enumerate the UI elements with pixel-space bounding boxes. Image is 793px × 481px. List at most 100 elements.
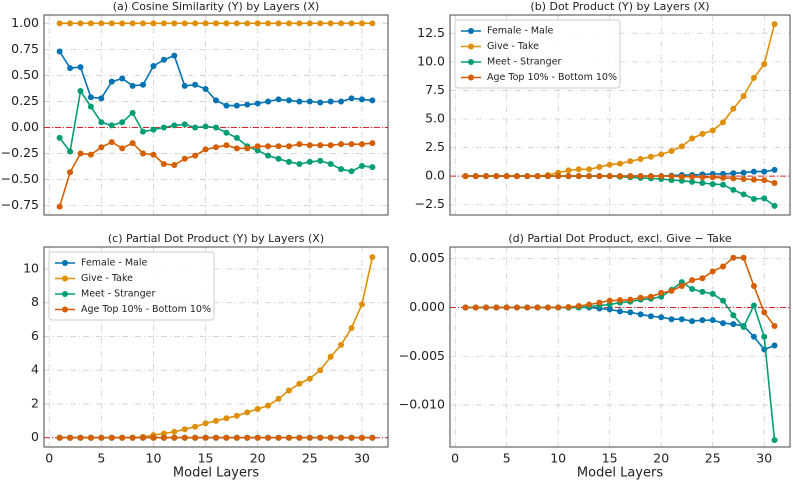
data-point <box>709 127 716 134</box>
data-point <box>586 166 593 173</box>
data-point <box>254 147 261 154</box>
data-point <box>575 166 582 173</box>
y-tick-label: 7.5 <box>425 82 445 97</box>
data-point <box>730 254 737 261</box>
data-point <box>171 52 178 59</box>
data-point <box>750 283 757 290</box>
data-point <box>750 196 757 202</box>
data-point <box>709 290 716 297</box>
data-point <box>213 124 219 131</box>
y-tick-label: 10 <box>23 260 39 275</box>
legend-marker <box>62 260 68 266</box>
data-point <box>233 434 240 441</box>
data-point <box>160 20 167 27</box>
data-point <box>483 304 490 311</box>
y-tick-label: 10.0 <box>417 53 445 68</box>
data-point <box>129 140 136 147</box>
data-point <box>689 277 696 284</box>
legend-label: Age Top 10% - Bottom 10% <box>487 72 617 83</box>
x-tick-label: 30 <box>756 451 772 466</box>
series-line <box>465 175 775 207</box>
data-point <box>192 124 199 131</box>
data-point <box>306 98 313 105</box>
data-point <box>740 169 747 176</box>
y-tick-label: 5.0 <box>425 111 445 126</box>
legend-marker <box>62 306 68 313</box>
legend-marker <box>62 275 68 282</box>
data-point <box>761 177 768 184</box>
data-point <box>617 308 623 315</box>
data-point <box>761 168 768 175</box>
data-point <box>327 142 334 149</box>
data-point <box>513 304 520 311</box>
data-point <box>771 342 778 349</box>
data-point <box>223 20 230 27</box>
data-point <box>348 434 355 441</box>
data-point <box>761 333 768 340</box>
data-point <box>348 95 355 102</box>
y-tick-label: 0.0 <box>425 168 445 183</box>
data-point <box>192 20 199 27</box>
data-point <box>254 406 261 413</box>
data-point <box>77 434 84 441</box>
data-point <box>647 173 654 180</box>
y-tick-label: −2.5 <box>415 196 445 211</box>
data-point <box>637 294 644 301</box>
data-point <box>213 144 219 151</box>
data-point <box>285 97 292 104</box>
axes-frame <box>43 14 389 216</box>
data-point <box>771 21 778 28</box>
data-point <box>275 395 282 402</box>
data-point <box>586 173 593 180</box>
data-point <box>462 304 469 311</box>
data-point <box>306 375 313 382</box>
series-line <box>465 281 776 441</box>
data-point <box>348 141 355 148</box>
data-point <box>699 288 706 295</box>
legend-box <box>454 19 621 89</box>
x-tick-label: 15 <box>602 451 618 466</box>
data-point <box>647 313 654 320</box>
data-point <box>254 434 261 441</box>
y-tick-label: 4 <box>31 362 39 377</box>
data-point <box>771 323 778 330</box>
legend-box <box>48 251 215 321</box>
legend-label: Meet - Stranger <box>81 289 155 300</box>
legend-marker <box>468 28 474 34</box>
data-point <box>699 130 706 137</box>
data-point <box>306 434 313 441</box>
data-point <box>285 143 292 150</box>
x-tick-label: 0 <box>451 451 459 466</box>
y-tick-label: 0.25 <box>11 93 39 108</box>
data-point <box>77 88 84 95</box>
data-point <box>202 123 209 130</box>
data-point <box>119 119 126 126</box>
chart-title: (a) Cosine Similarity (Y) by Layers (X) <box>113 0 320 13</box>
data-point <box>327 434 334 441</box>
data-point <box>740 176 747 182</box>
data-point <box>358 96 365 103</box>
y-tick-label: 0.75 <box>11 41 39 56</box>
data-point <box>637 311 644 318</box>
data-point <box>192 434 199 441</box>
data-point <box>617 173 623 180</box>
y-tick-label: 1.00 <box>11 15 39 30</box>
data-point <box>358 163 365 170</box>
data-point <box>699 317 706 324</box>
data-point <box>265 434 272 441</box>
data-point <box>275 434 282 441</box>
data-point <box>338 98 345 105</box>
chart-title: (b) Dot Product (Y) by Layers (X) <box>530 0 709 13</box>
data-point <box>689 135 696 142</box>
data-point <box>87 103 94 110</box>
data-point <box>627 296 634 303</box>
data-point <box>150 151 157 158</box>
data-point <box>160 56 167 63</box>
y-tick-label: 12.5 <box>417 25 445 40</box>
data-point <box>369 97 376 104</box>
legend-marker <box>468 59 474 65</box>
data-point <box>771 202 778 209</box>
data-point <box>338 20 345 27</box>
data-point <box>213 434 219 441</box>
data-point <box>338 341 345 348</box>
